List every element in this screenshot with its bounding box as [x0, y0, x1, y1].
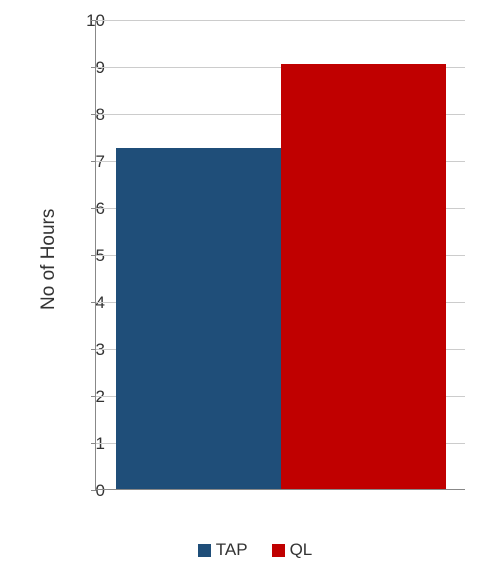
y-axis-label: No of Hours [38, 209, 60, 310]
legend: TAP QL [30, 540, 480, 560]
legend-item-ql: QL [272, 540, 313, 560]
tick-mark [91, 161, 96, 162]
bar-ql [281, 64, 446, 489]
tick-mark [91, 255, 96, 256]
legend-item-tap: TAP [198, 540, 248, 560]
plot-area [95, 20, 465, 490]
legend-label-ql: QL [290, 540, 313, 560]
chart-container: No of Hours 10 9 8 7 6 5 4 3 2 1 0 [30, 20, 480, 560]
tick-mark [91, 208, 96, 209]
tick-mark [91, 114, 96, 115]
legend-swatch-tap [198, 544, 211, 557]
bar-tap [116, 148, 281, 489]
tick-mark [91, 443, 96, 444]
gridline [96, 20, 465, 21]
tick-mark [91, 396, 96, 397]
tick-mark [91, 490, 96, 491]
tick-mark [91, 20, 96, 21]
tick-mark [91, 302, 96, 303]
tick-mark [91, 67, 96, 68]
legend-swatch-ql [272, 544, 285, 557]
tick-mark [91, 349, 96, 350]
legend-label-tap: TAP [216, 540, 248, 560]
